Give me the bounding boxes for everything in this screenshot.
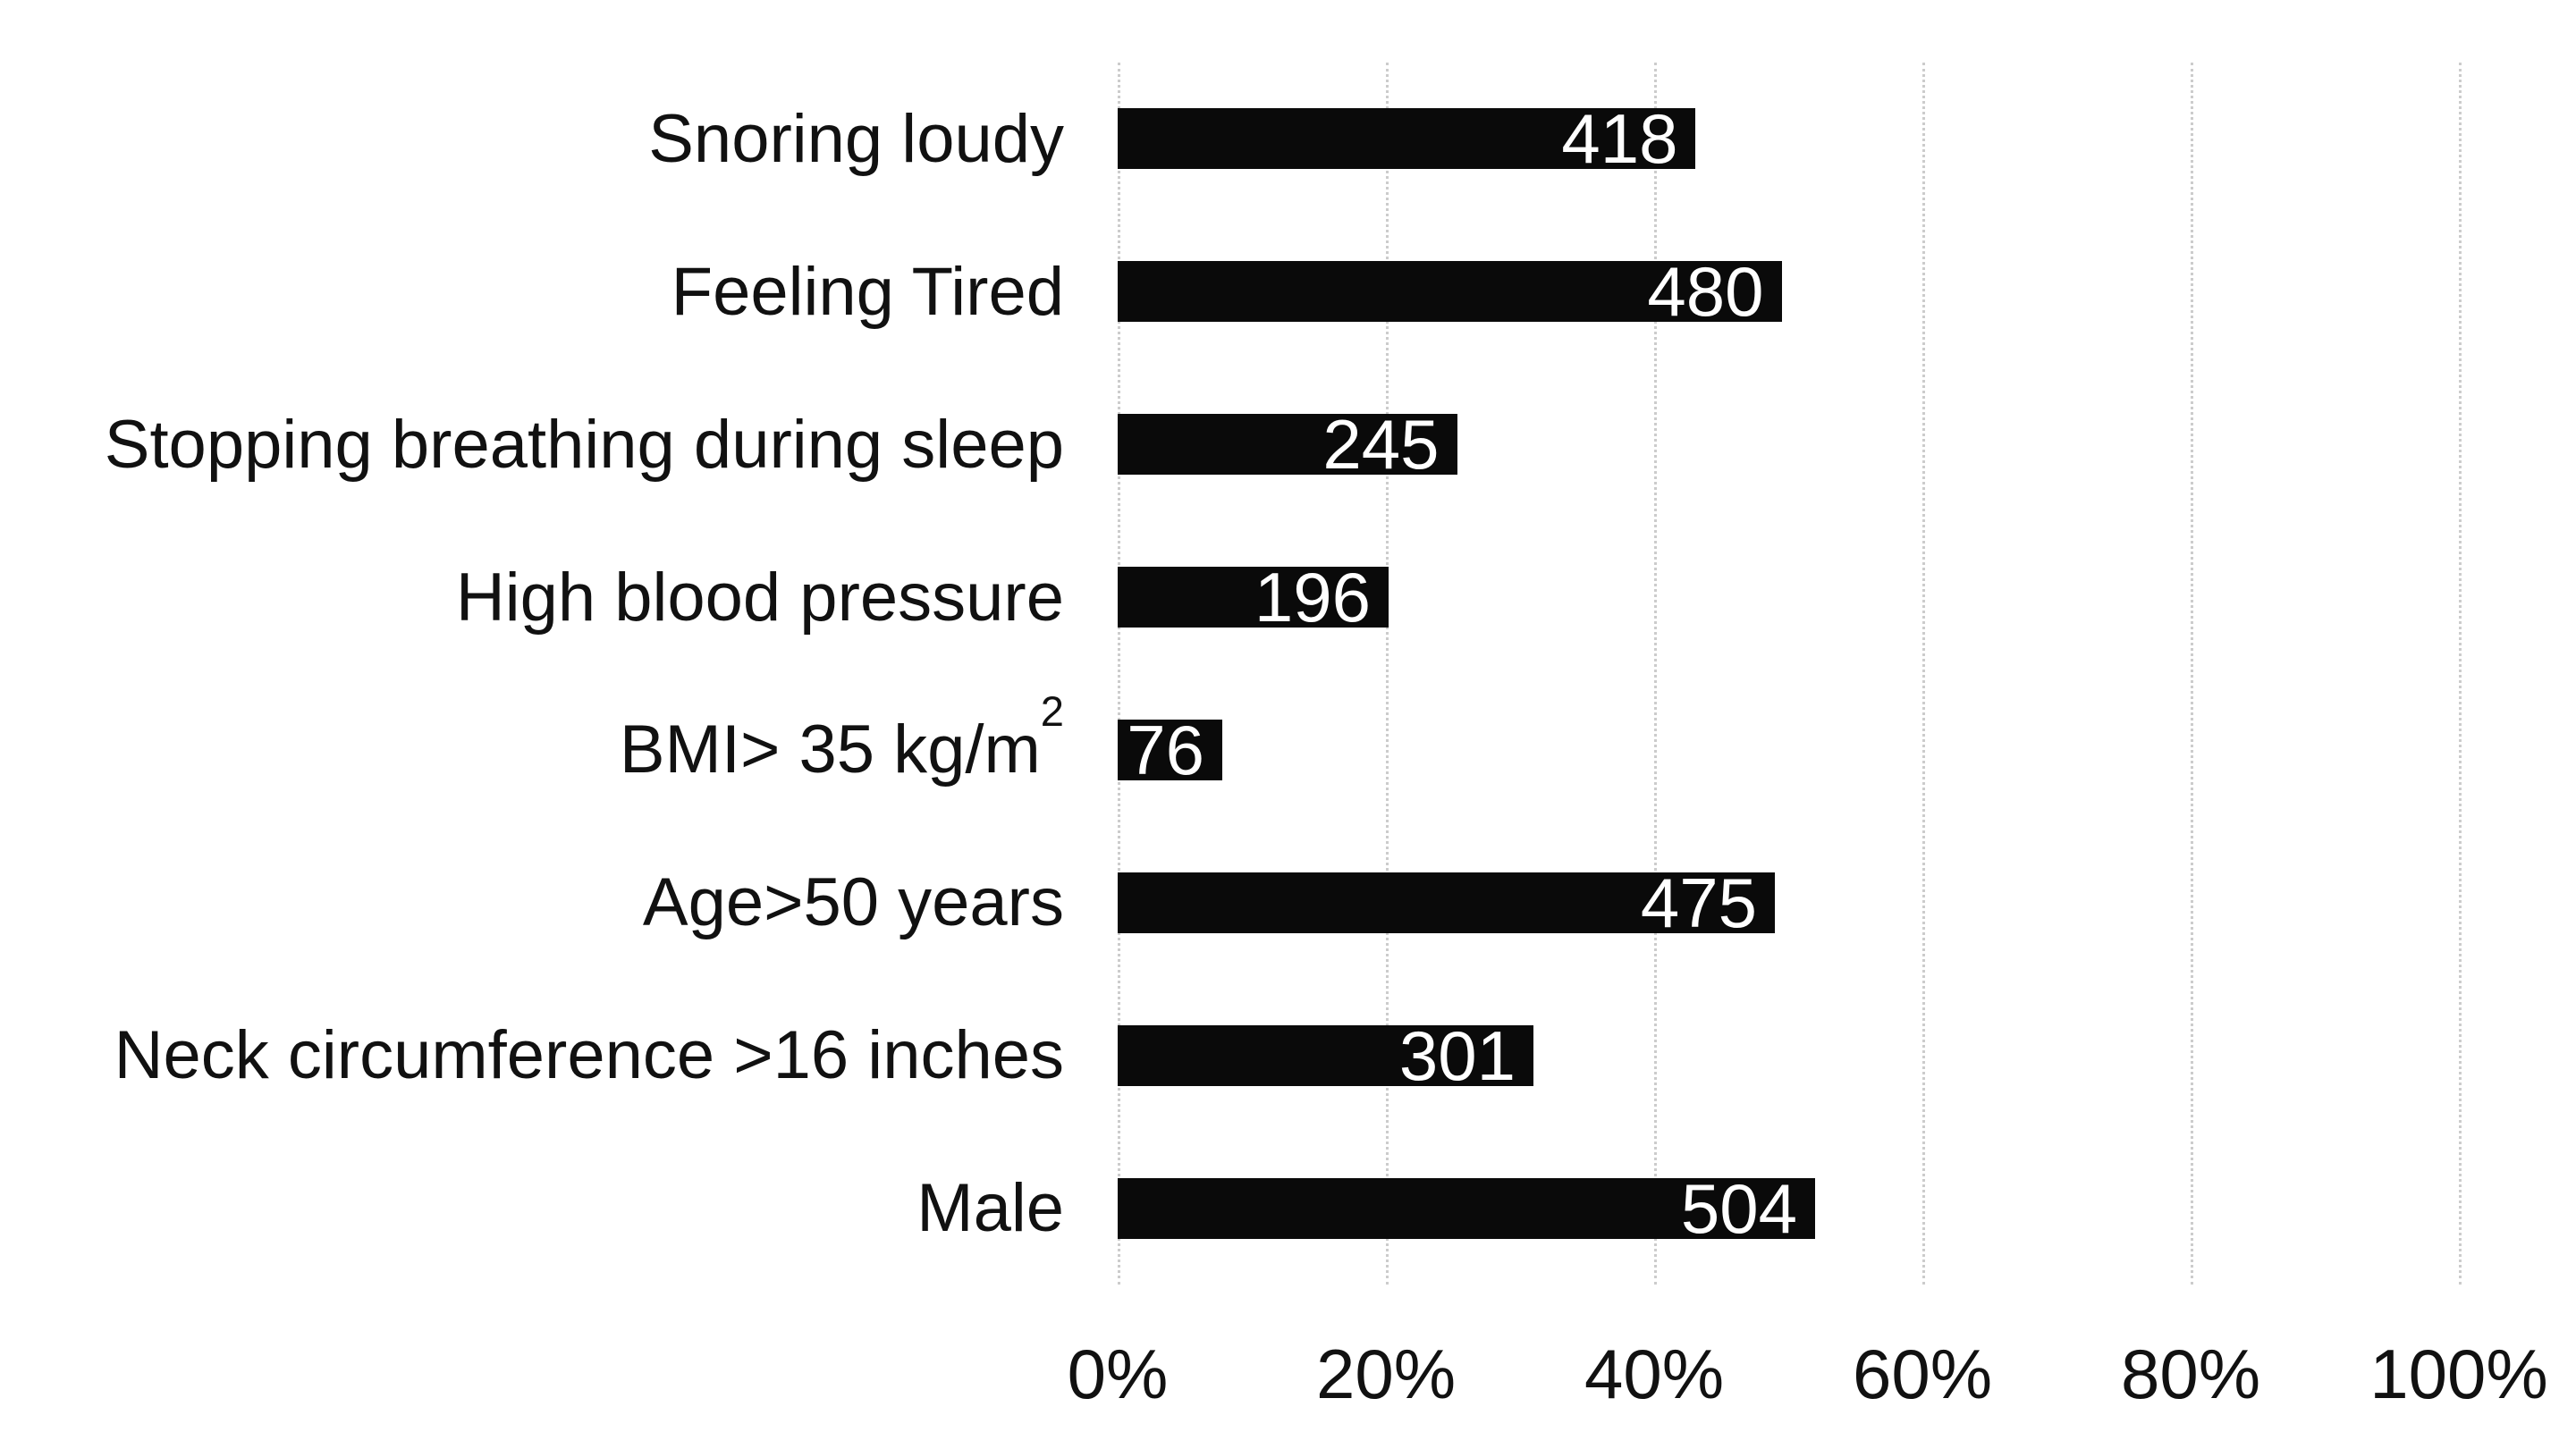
x-tick-label: 40% xyxy=(1584,1335,1725,1413)
category-label-row: Neck circumference >16 inches xyxy=(0,979,1064,1132)
category-label-row: Snoring loudy xyxy=(0,63,1064,215)
bar: 504 xyxy=(1118,1174,1815,1243)
plot-area: 418 480 245 196 76 475 301 504 xyxy=(1118,63,2462,1285)
chart-row: 504 xyxy=(1118,1132,2459,1285)
gridline xyxy=(1922,63,1925,1285)
x-axis: 0% 20% 40% 60% 80% 100% xyxy=(1068,1325,2548,1432)
chart-row: 196 xyxy=(1118,521,2459,674)
bar-value-label: 245 xyxy=(1322,405,1440,484)
gridline xyxy=(2191,63,2193,1285)
chart-row: 480 xyxy=(1118,215,2459,368)
bar-value-label: 76 xyxy=(1127,710,1204,789)
chart-row: 76 xyxy=(1118,674,2459,827)
bar: 480 xyxy=(1118,257,1782,326)
gridline xyxy=(1654,63,1657,1285)
bar: 475 xyxy=(1118,868,1775,938)
x-tick-label: 60% xyxy=(1852,1335,1993,1413)
bar-value-label: 196 xyxy=(1254,558,1371,637)
category-axis: Snoring loudy Feeling Tired Stopping bre… xyxy=(0,63,1064,1285)
chart-row: 475 xyxy=(1118,826,2459,979)
bar: 301 xyxy=(1118,1021,1533,1091)
gridline xyxy=(1386,63,1389,1285)
category-label: Neck circumference >16 inches xyxy=(114,1017,1064,1094)
bar-value-label: 480 xyxy=(1647,252,1764,332)
category-label: BMI> 35 kg/m2 xyxy=(619,687,1064,788)
category-label: Male xyxy=(916,1170,1064,1247)
bar-value-label: 301 xyxy=(1398,1015,1516,1095)
bar: 196 xyxy=(1118,562,1389,632)
category-label: Stopping breathing during sleep xyxy=(104,406,1064,483)
category-label-row: Age>50 years xyxy=(0,826,1064,979)
category-label-row: High blood pressure xyxy=(0,521,1064,674)
chart-row: 418 xyxy=(1118,63,2459,215)
category-label: Snoring loudy xyxy=(648,100,1064,177)
x-tick-label: 80% xyxy=(2120,1335,2261,1413)
bar-value-label: 504 xyxy=(1680,1168,1797,1248)
bar-series: 418 480 245 196 76 475 301 504 xyxy=(1118,63,2459,1285)
gridline xyxy=(2459,63,2462,1285)
gridline xyxy=(1118,63,1120,1285)
category-label: Feeling Tired xyxy=(671,253,1064,330)
category-label-row: BMI> 35 kg/m2 xyxy=(0,674,1064,827)
chart-row: 245 xyxy=(1118,368,2459,521)
bar-value-label: 475 xyxy=(1640,863,1757,942)
category-label: Age>50 years xyxy=(642,864,1064,941)
category-label-row: Male xyxy=(0,1132,1064,1285)
chart-row: 301 xyxy=(1118,979,2459,1132)
category-label: High blood pressure xyxy=(455,559,1064,636)
x-tick-label: 20% xyxy=(1315,1335,1457,1413)
category-label-row: Feeling Tired xyxy=(0,215,1064,368)
bar-value-label: 418 xyxy=(1561,99,1678,179)
x-tick-label: 0% xyxy=(1067,1335,1169,1413)
x-tick-label: 100% xyxy=(2369,1335,2548,1413)
category-label-row: Stopping breathing during sleep xyxy=(0,368,1064,521)
bar: 245 xyxy=(1118,409,1457,479)
bar: 76 xyxy=(1118,715,1222,785)
bar: 418 xyxy=(1118,104,1696,173)
